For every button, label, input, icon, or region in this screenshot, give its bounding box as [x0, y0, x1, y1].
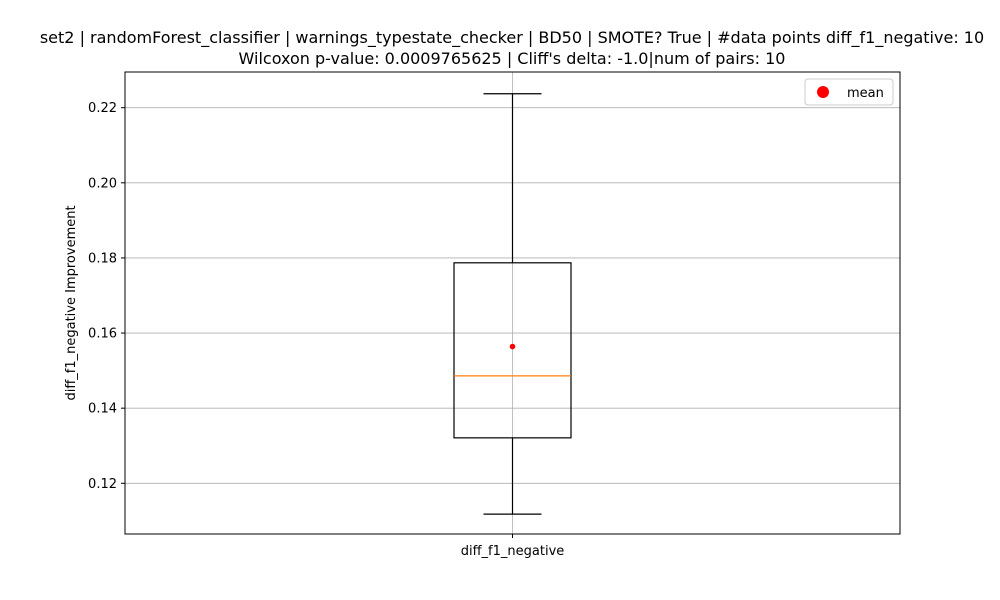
box-plot-group	[453, 93, 572, 515]
y-axis-label: diff_f1_negative Improvement	[64, 205, 79, 400]
y-tick-label: 0.16	[88, 327, 117, 342]
legend-mean-marker	[817, 86, 829, 98]
mean-marker	[509, 343, 516, 350]
y-tick-label: 0.20	[88, 176, 117, 191]
y-tick-label: 0.14	[88, 402, 117, 417]
chart-title-line-1: set2 | randomForest_classifier | warning…	[40, 28, 984, 48]
y-tick-label: 0.18	[88, 251, 117, 266]
legend: mean	[804, 78, 894, 106]
chart-title-line-2: Wilcoxon p-value: 0.0009765625 | Cliff's…	[239, 49, 786, 68]
plot-area-frame	[124, 71, 901, 535]
legend-entry-mean: mean	[847, 86, 884, 101]
y-tick-label: 0.22	[88, 101, 117, 116]
interquartile-box	[453, 262, 572, 439]
y-tick-label: 0.12	[88, 477, 117, 492]
axis-ticks: 0.12 0.14 0.16 0.18 0.20 0.22 diff_f1_negative	[88, 101, 564, 559]
x-tick-label: diff_f1_negative	[461, 544, 565, 559]
legend-frame	[804, 78, 894, 106]
